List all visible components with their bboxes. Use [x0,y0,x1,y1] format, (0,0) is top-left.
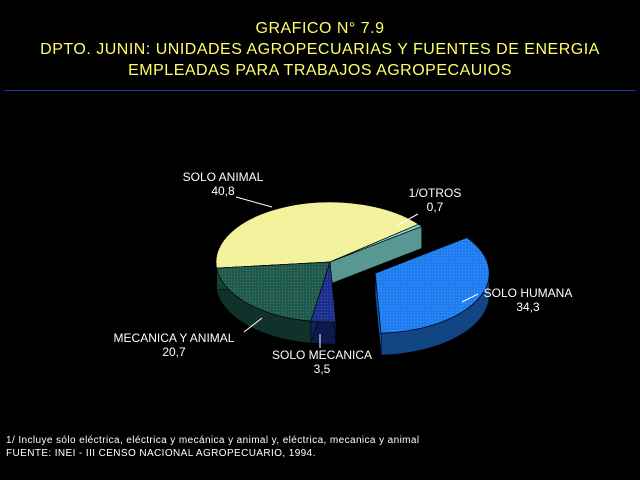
slice-solo-humana [374,237,490,356]
footnotes: 1/ Incluye sólo eléctrica, eléctrica y m… [6,434,420,460]
leader-line-mecanica-y-animal [243,317,263,333]
label-solo-animal-value: 40,8 [211,184,235,198]
leader-line-solo-humana [461,293,479,303]
slice-1-otros [329,223,423,285]
slice-solo-animal-texture [216,202,419,269]
label-solo-animal-name: SOLO ANIMAL [182,170,264,184]
leader-line-solo-animal [235,196,273,208]
label-solo-mecanica-value: 3,5 [313,362,331,376]
label-solo-mecanica-name: SOLO MECANICA [271,348,373,362]
slice-mecanica-y-animal-texture [216,262,330,322]
slice-solo-humana-texture [375,237,490,334]
slice-1-otros-texture [330,224,422,262]
label-solo-humana-value: 34,3 [516,300,540,314]
slice-mecanica-y-animal [216,261,331,344]
label-otros-value: 0,7 [426,200,444,214]
label-mecanica-y-animal: MECANICA Y ANIMAL 20,7 [96,331,252,359]
label-mecanica-y-animal-name: MECANICA Y ANIMAL [113,331,235,345]
title-line-1: GRAFICO N° 7.9 [255,20,385,37]
title-divider [4,90,636,91]
leader-line-otros [395,213,419,227]
label-otros: 1/OTROS 0,7 [395,186,475,214]
label-mecanica-y-animal-value: 20,7 [162,345,186,359]
label-solo-humana-name: SOLO HUMANA [483,286,573,300]
label-solo-mecanica: SOLO MECANICA 3,5 [258,348,386,376]
label-solo-humana: SOLO HUMANA 34,3 [470,286,586,314]
footnote-note: 1/ Incluye sólo eléctrica, eléctrica y m… [6,435,420,446]
slice-solo-mecanica [310,261,337,345]
title-line-3: EMPLEADAS PARA TRABAJOS AGROPECAUIOS [128,62,512,79]
label-otros-name: 1/OTROS [408,186,462,200]
slice-solo-mecanica-texture [310,262,336,322]
footnote-source: FUENTE: INEI - III CENSO NACIONAL AGROPE… [6,448,316,459]
title-line-2: DPTO. JUNIN: UNIDADES AGROPECUARIAS Y FU… [40,41,600,58]
chart-title: GRAFICO N° 7.9 DPTO. JUNIN: UNIDADES AGR… [0,18,640,81]
label-solo-animal: SOLO ANIMAL 40,8 [168,170,278,198]
